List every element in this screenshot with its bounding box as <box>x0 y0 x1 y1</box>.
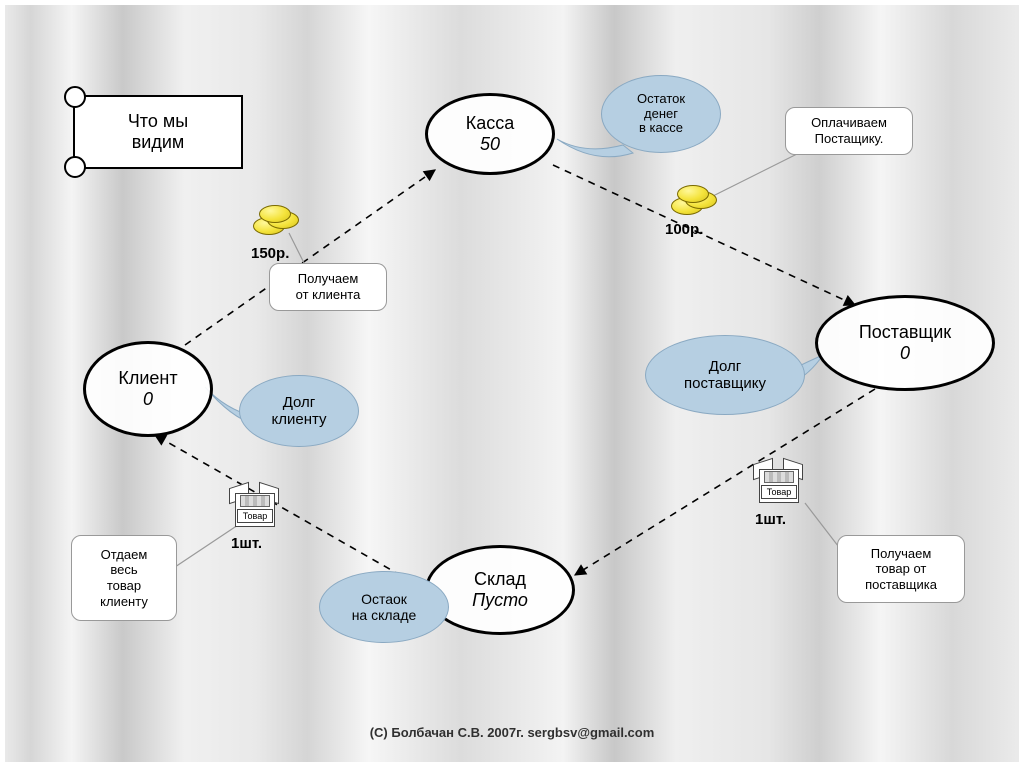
node-label: Клиент <box>118 368 177 389</box>
node-value: 0 <box>143 389 153 410</box>
bubble-text: Долгпоставщику <box>684 358 766 393</box>
copyright-footer: (С) Болбачан С.В. 2007г. sergbsv@gmail.c… <box>5 725 1019 740</box>
node-value: 50 <box>480 134 500 155</box>
edge-label-1sht-a: 1шт. <box>755 511 786 528</box>
node-value: Пусто <box>472 590 528 611</box>
caption-text: Отдаемвесьтоварклиенту <box>100 547 148 609</box>
edge-label-1sht-b: 1шт. <box>231 535 262 552</box>
node-label: Касса <box>466 113 515 134</box>
box-tag: Товар <box>761 485 797 499</box>
caption-oplata-post: ОплачиваемПостащику. <box>785 107 913 155</box>
node-value: 0 <box>900 343 910 364</box>
caption-otdaem-tovar: Отдаемвесьтоварклиенту <box>71 535 177 621</box>
title-scroll: Что мывидим <box>73 95 243 169</box>
bubble-ostatok-kassa: Остатокденегв кассе <box>601 75 721 153</box>
edge-label-150: 150р. <box>251 245 289 262</box>
leader-poluchaem-klient <box>289 233 305 265</box>
title-text: Что мывидим <box>128 111 188 153</box>
bubble-text: Остатокденегв кассе <box>637 92 685 137</box>
bubble-dolg-klientu: Долгклиенту <box>239 375 359 447</box>
caption-text: Получаемот клиента <box>296 271 361 302</box>
bubble-text: Долгклиенту <box>271 394 326 429</box>
bubble-ostatok-sklad: Остаокна складе <box>319 571 449 643</box>
caption-text: ОплачиваемПостащику. <box>811 115 887 146</box>
caption-poluchaem-post: Получаемтовар отпоставщика <box>837 535 965 603</box>
edge-klient-kassa <box>185 170 435 345</box>
node-postavshik: Поставщик 0 <box>815 295 995 391</box>
leader-oplata-post <box>711 153 799 197</box>
coins-icon <box>253 205 299 235</box>
edge-post-sklad <box>575 389 875 575</box>
coins-icon <box>671 185 717 215</box>
box-tag: Товар <box>237 509 273 523</box>
node-klient: Клиент 0 <box>83 341 213 437</box>
node-sklad: Склад Пусто <box>425 545 575 635</box>
caption-text: Получаемтовар отпоставщика <box>865 546 937 593</box>
box-icon: Товар <box>755 459 807 505</box>
node-kassa: Касса 50 <box>425 93 555 175</box>
bubble-text: Остаокна складе <box>352 591 417 623</box>
diagram-stage: Что мывидим Касса 50 Клиент 0 Поставщик … <box>5 5 1019 762</box>
box-icon: Товар <box>231 483 283 529</box>
caption-poluchaem-klient: Получаемот клиента <box>269 263 387 311</box>
bubble-dolg-post: Долгпоставщику <box>645 335 805 415</box>
node-label: Склад <box>474 569 526 590</box>
edge-label-100: 100р. <box>665 221 703 238</box>
node-label: Поставщик <box>859 322 951 343</box>
